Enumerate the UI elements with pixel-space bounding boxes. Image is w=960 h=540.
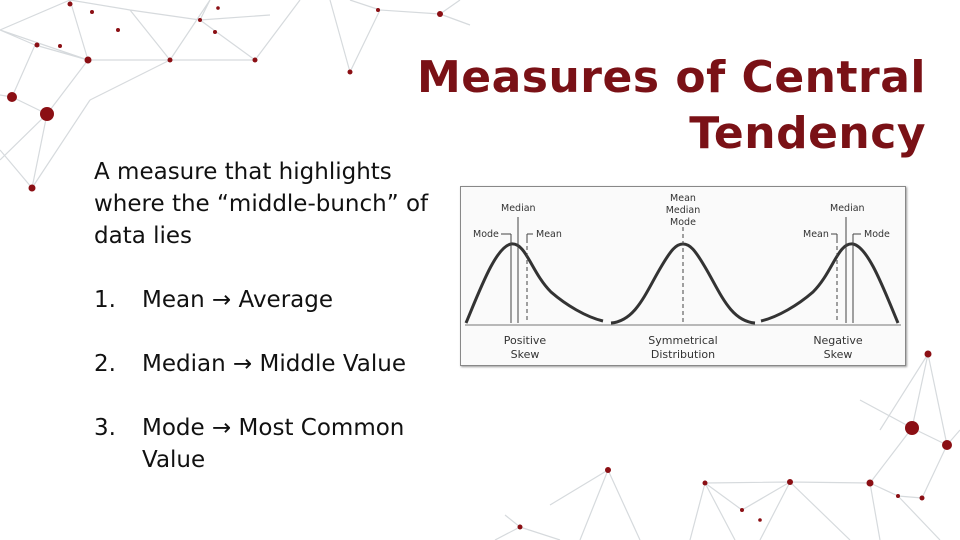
slide-title-line-2: Tendency	[689, 108, 926, 159]
list-item: 3. Mode → Most Common Value	[94, 412, 454, 476]
list-item: 1. Mean → Average	[94, 284, 454, 316]
symmetric-mode-label: Mode	[670, 217, 696, 228]
positive-caption-1: Positive	[504, 334, 547, 347]
positive-mode-label: Mode	[473, 229, 499, 240]
list-item-number: 1.	[94, 287, 116, 313]
positive-mean-label: Mean	[536, 229, 562, 240]
negative-caption-2: Skew	[824, 348, 853, 361]
symmetrical-panel: Mean Median Mode Symmetrical Distributio…	[610, 193, 756, 361]
negative-skew-panel: Mean Median Mode Negative Skew	[760, 203, 900, 361]
list-item-text: Mode → Most Common Value	[142, 415, 405, 473]
positive-caption-2: Skew	[511, 348, 540, 361]
positive-skew-curve	[464, 242, 604, 324]
list-item-text: Mean → Average	[142, 287, 334, 313]
list-item: 2. Median → Middle Value	[94, 348, 454, 380]
slide-title: Measures of Central Tendency	[406, 50, 926, 162]
symmetric-caption-1: Symmetrical	[648, 334, 717, 347]
list-item-number: 3.	[94, 415, 116, 441]
positive-median-label: Median	[501, 203, 536, 214]
symmetric-mean-label: Mean	[670, 193, 696, 204]
symmetric-median-label: Median	[666, 205, 701, 216]
list-item-text: Median → Middle Value	[142, 351, 406, 377]
slide-title-line-1: Measures of Central	[416, 52, 926, 103]
negative-caption-1: Negative	[813, 334, 863, 347]
slide-body: A measure that highlights where the “mid…	[94, 156, 454, 508]
negative-mean-label: Mean	[803, 229, 829, 240]
negative-skew-curve	[760, 242, 900, 324]
intro-text: A measure that highlights where the “mid…	[94, 159, 429, 249]
list-item-number: 2.	[94, 351, 116, 377]
positive-skew-panel: Mode Median Mean Positive Skew	[464, 203, 604, 361]
negative-mode-label: Mode	[864, 229, 890, 240]
negative-median-label: Median	[830, 203, 865, 214]
symmetric-caption-2: Distribution	[651, 348, 715, 361]
skew-distribution-figure: Mode Median Mean Positive Skew Mean Medi…	[460, 186, 906, 366]
